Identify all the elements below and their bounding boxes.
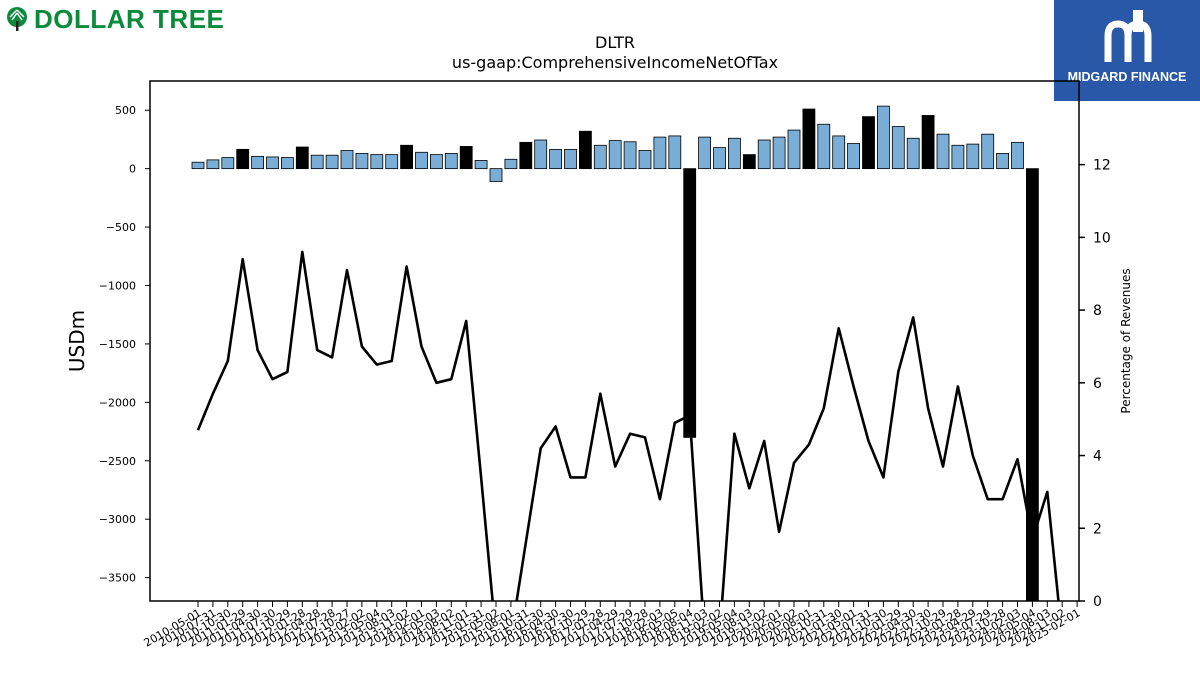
bar bbox=[757, 139, 771, 170]
bar bbox=[266, 156, 279, 170]
bar bbox=[385, 154, 399, 170]
y-tick-label: −500 bbox=[106, 221, 136, 234]
y2-tick-label: 0 bbox=[1093, 594, 1102, 610]
partner-mark-icon bbox=[1104, 10, 1152, 62]
bar bbox=[280, 157, 294, 170]
y2-axis-label: Percentage of Revenues bbox=[1119, 268, 1133, 413]
bar bbox=[981, 133, 995, 170]
bar bbox=[429, 154, 443, 170]
bar bbox=[474, 160, 488, 170]
bar bbox=[519, 141, 533, 170]
y-tick-label: −1000 bbox=[99, 279, 136, 292]
y2-tick-label: 4 bbox=[1093, 449, 1102, 465]
bar bbox=[817, 123, 831, 170]
y-tick-label: −1500 bbox=[99, 338, 136, 351]
bar bbox=[310, 154, 324, 170]
bar bbox=[772, 136, 786, 170]
line-series bbox=[196, 250, 1060, 601]
y2-tick-label: 12 bbox=[1093, 158, 1111, 174]
line-group bbox=[196, 250, 1060, 601]
bar bbox=[608, 140, 622, 170]
y-axis-label: USDm bbox=[65, 310, 89, 372]
bar bbox=[564, 148, 577, 170]
bar bbox=[936, 133, 950, 170]
bar bbox=[906, 137, 920, 170]
bar bbox=[891, 126, 905, 170]
bar bbox=[623, 141, 637, 170]
y-tick-label: −3000 bbox=[99, 513, 136, 526]
y2-tick-label: 10 bbox=[1093, 230, 1111, 246]
partner-logo-text: MIDGARD FINANCE bbox=[1067, 70, 1187, 84]
bar bbox=[191, 161, 205, 170]
y-tick-label: −3500 bbox=[99, 572, 136, 585]
x-axis: 2010-05-012010-07-312010-10-302011-01-29… bbox=[142, 601, 1083, 650]
partner-logo: MIDGARD FINANCE bbox=[1054, 0, 1200, 101]
bar bbox=[802, 108, 816, 170]
tree-icon bbox=[7, 7, 27, 31]
bar bbox=[489, 168, 503, 182]
bars-group bbox=[191, 105, 1039, 602]
bar bbox=[728, 137, 741, 170]
y2-tick-label: 6 bbox=[1093, 376, 1102, 392]
bar bbox=[966, 143, 980, 170]
bar bbox=[504, 158, 518, 170]
bar bbox=[206, 159, 220, 170]
bar bbox=[1011, 141, 1024, 170]
bar bbox=[251, 155, 265, 170]
bar bbox=[459, 146, 473, 170]
plot-frame bbox=[149, 80, 1080, 602]
bar bbox=[415, 151, 428, 170]
bar bbox=[832, 135, 846, 170]
bar bbox=[951, 144, 965, 170]
bar bbox=[742, 154, 756, 170]
y2-tick-label: 2 bbox=[1093, 521, 1102, 537]
bar bbox=[862, 116, 875, 170]
chart-title: DLTR bbox=[595, 33, 635, 52]
bar bbox=[668, 135, 682, 170]
bar bbox=[236, 148, 250, 170]
y-tick-label: 500 bbox=[115, 104, 136, 117]
bar bbox=[534, 139, 548, 170]
bar bbox=[921, 115, 935, 170]
bar bbox=[653, 136, 667, 170]
bar bbox=[325, 154, 339, 170]
bar bbox=[877, 105, 890, 170]
bar bbox=[996, 153, 1009, 170]
bar bbox=[221, 157, 235, 170]
bar bbox=[683, 168, 697, 438]
bar bbox=[400, 144, 414, 170]
bar bbox=[593, 144, 607, 170]
bar bbox=[579, 130, 592, 170]
y2-tick-label: 8 bbox=[1093, 303, 1102, 319]
company-logo-text: DOLLAR TREE bbox=[34, 3, 225, 34]
bar bbox=[444, 153, 458, 170]
chart-subtitle: us-gaap:ComprehensiveIncomeNetOfTax bbox=[452, 53, 778, 72]
bar bbox=[355, 153, 369, 170]
y-axis: 500 0 −500 −1000 −1500 −2000 −2500 −3000 −3500 bbox=[99, 104, 150, 585]
bar bbox=[847, 143, 860, 170]
y2-axis: 0 2 4 6 8 10 12 bbox=[1079, 158, 1111, 610]
bar bbox=[340, 150, 354, 170]
bar bbox=[295, 146, 309, 170]
y-tick-label: −2000 bbox=[99, 396, 136, 409]
bar bbox=[549, 148, 562, 170]
bar bbox=[638, 150, 652, 170]
company-logo: DOLLAR TREE bbox=[4, 4, 224, 34]
bar bbox=[698, 136, 711, 170]
bar bbox=[787, 129, 801, 170]
y-tick-label: −2500 bbox=[99, 455, 136, 468]
y-tick-label: 0 bbox=[129, 163, 136, 176]
bar bbox=[370, 154, 384, 170]
bar bbox=[713, 147, 726, 170]
